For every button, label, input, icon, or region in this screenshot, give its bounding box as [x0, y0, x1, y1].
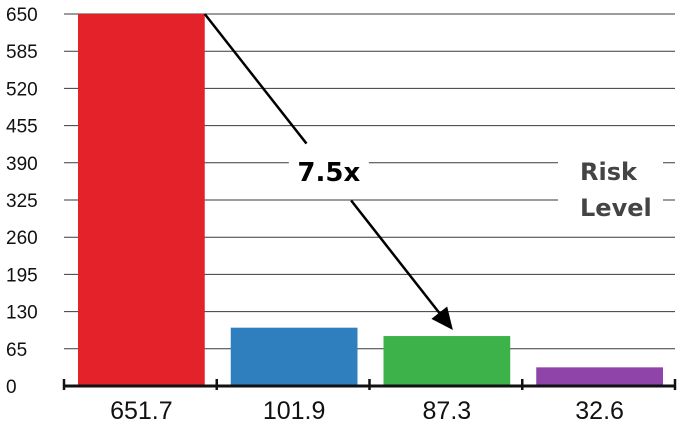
bar-1	[78, 14, 205, 386]
y-tick-label: 0	[6, 377, 17, 398]
y-tick-label: 520	[6, 79, 38, 100]
category-label: 87.3	[423, 397, 472, 424]
annotation-label-bg	[288, 152, 369, 189]
category-label: 32.6	[575, 397, 624, 424]
y-tick-label: 195	[6, 265, 38, 286]
arrow-head	[431, 306, 453, 331]
y-tick-label: 585	[6, 42, 38, 63]
y-tick-label: 260	[6, 228, 38, 249]
side-label: Level	[580, 194, 652, 222]
y-tick-label: 325	[6, 191, 38, 212]
category-label: 651.7	[110, 397, 173, 424]
arrow-line	[350, 199, 446, 321]
bar-4	[536, 367, 663, 386]
bar-2	[230, 327, 358, 386]
annotation-label: 7.5x	[297, 158, 360, 188]
side-label-bg	[558, 150, 663, 228]
arrow-line	[203, 13, 308, 145]
y-tick-label: 65	[6, 340, 27, 361]
bar-3	[383, 336, 511, 386]
y-tick-label: 455	[6, 117, 38, 138]
y-tick-label: 130	[6, 303, 38, 324]
side-label: Risk	[580, 158, 638, 186]
y-tick-label: 650	[6, 5, 38, 26]
category-label: 101.9	[263, 397, 326, 424]
y-tick-label: 390	[6, 154, 38, 175]
